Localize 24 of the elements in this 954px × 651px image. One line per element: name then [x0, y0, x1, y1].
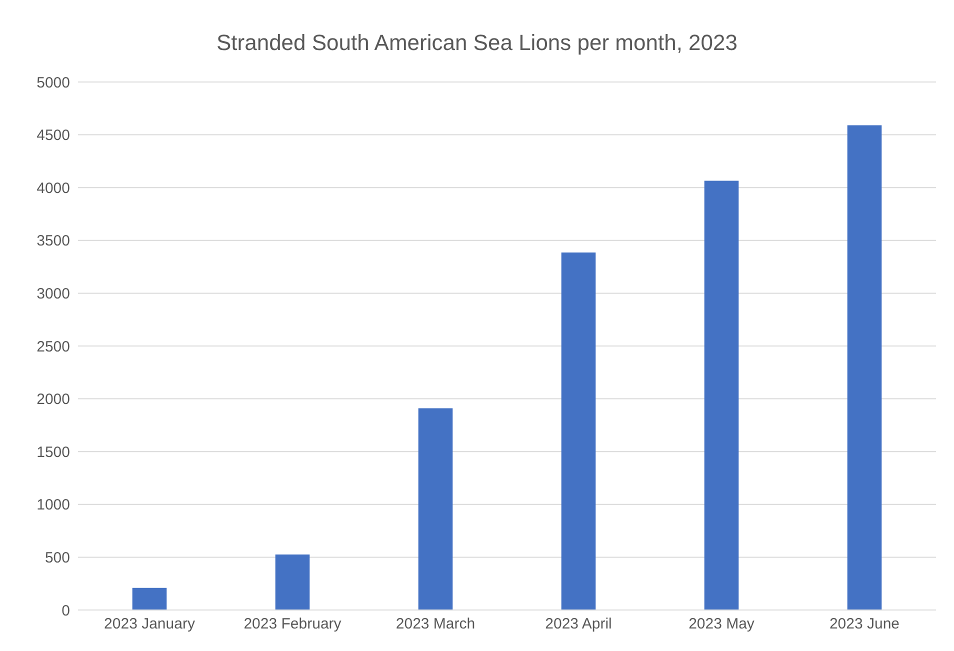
x-tick-label: 2023 June: [829, 616, 900, 633]
y-tick-label: 1500: [36, 444, 70, 461]
x-tick-label: 2023 April: [545, 616, 612, 633]
x-tick-label: 2023 January: [104, 616, 196, 633]
y-tick-label: 3500: [36, 232, 70, 250]
y-tick-label: 2500: [36, 338, 70, 356]
x-tick-label: 2023 May: [688, 616, 755, 633]
y-tick-label: 2000: [36, 391, 70, 408]
bar: [418, 408, 453, 610]
bar: [132, 588, 167, 610]
y-tick-label: 4000: [36, 180, 70, 197]
bar: [704, 180, 739, 610]
y-tick-label: 1000: [36, 496, 70, 514]
chart-title: Stranded South American Sea Lions per month, 2023: [215, 29, 738, 57]
y-tick-label: 500: [44, 550, 70, 567]
bar: [847, 125, 882, 610]
x-tick-label: 2023 March: [396, 616, 476, 633]
y-tick-label: 3000: [36, 286, 70, 303]
y-tick-label: 5000: [36, 74, 70, 92]
bar: [275, 554, 310, 610]
bar: [561, 252, 596, 610]
y-tick-label: 0: [62, 602, 70, 620]
y-tick-label: 4500: [36, 127, 70, 144]
x-tick-label: 2023 February: [244, 616, 342, 633]
